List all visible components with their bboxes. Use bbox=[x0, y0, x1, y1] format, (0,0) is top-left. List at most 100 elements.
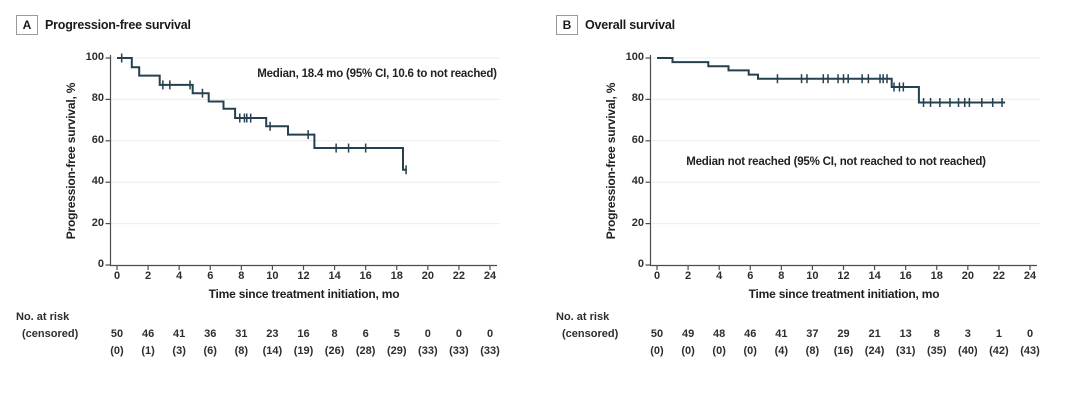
x-tick-label: 6 bbox=[207, 270, 214, 282]
at-risk-count: 0 bbox=[424, 328, 431, 340]
at-risk-count: 23 bbox=[266, 328, 279, 340]
censored-count: (26) bbox=[324, 345, 345, 357]
x-tick-label: 0 bbox=[113, 270, 121, 282]
km-plot bbox=[645, 55, 1040, 270]
censored-count: (29) bbox=[386, 345, 407, 357]
censored-count: (6) bbox=[203, 345, 217, 357]
at-risk-count: 37 bbox=[806, 328, 819, 340]
censored-count: (33) bbox=[449, 345, 469, 357]
at-risk-count: 36 bbox=[204, 328, 217, 340]
panel-progression-free-survival: A Progression-free survival Median, 18.4… bbox=[16, 15, 500, 357]
censored-count: (4) bbox=[774, 345, 789, 357]
at-risk-count: 0 bbox=[486, 328, 494, 340]
risk-table-header-censored: (censored) bbox=[22, 328, 79, 340]
at-risk-count: 29 bbox=[837, 328, 850, 340]
at-risk-count: 0 bbox=[1026, 328, 1034, 340]
censored-count: (31) bbox=[895, 345, 916, 357]
at-risk-count: 16 bbox=[297, 328, 310, 340]
x-axis-title: Time since treatment initiation, mo bbox=[208, 287, 400, 301]
y-tick-label: 100 bbox=[625, 51, 644, 63]
y-tick-label: 40 bbox=[631, 175, 644, 188]
censored-count: (40) bbox=[958, 345, 978, 357]
y-tick-label: 60 bbox=[91, 133, 104, 146]
censored-count: (16) bbox=[833, 345, 854, 357]
x-tick-label: 4 bbox=[176, 270, 183, 282]
median-annotation: Median not reached (95% CI, not reached … bbox=[686, 156, 986, 168]
censored-count: (0) bbox=[681, 345, 695, 357]
censored-count: (3) bbox=[172, 345, 186, 357]
x-tick-label: 20 bbox=[421, 270, 434, 282]
panel-overall-survival: B Overall survival Median not reached (9… bbox=[540, 0, 1080, 400]
panel-letter-badge: B bbox=[556, 15, 578, 35]
x-tick-label: 18 bbox=[930, 270, 943, 282]
x-tick-label: 8 bbox=[238, 270, 245, 282]
x-tick-label: 6 bbox=[747, 270, 754, 282]
panel-header: A Progression-free survival bbox=[16, 15, 191, 35]
x-axis-title: Time since treatment initiation, mo bbox=[748, 287, 940, 301]
at-risk-count: 50 bbox=[110, 328, 124, 340]
censored-count: (0) bbox=[650, 345, 664, 357]
y-tick-label: 80 bbox=[631, 92, 644, 105]
x-tick-label: 14 bbox=[328, 270, 341, 282]
at-risk-count: 3 bbox=[964, 328, 971, 340]
censored-count: (28) bbox=[355, 345, 376, 357]
censored-count: (33) bbox=[480, 345, 500, 357]
at-risk-count: 0 bbox=[455, 328, 462, 340]
censored-count: (33) bbox=[418, 345, 438, 357]
at-risk-count: 46 bbox=[141, 328, 155, 340]
at-risk-count: 41 bbox=[173, 328, 186, 340]
risk-table-header: No. at risk bbox=[556, 311, 610, 323]
risk-table-header: No. at risk bbox=[16, 311, 70, 323]
at-risk-count: 48 bbox=[713, 328, 726, 340]
x-tick-label: 14 bbox=[868, 270, 881, 282]
at-risk-count: 6 bbox=[362, 328, 369, 340]
risk-table-header-censored: (censored) bbox=[562, 328, 619, 340]
censored-count: (0) bbox=[743, 345, 757, 357]
x-tick-label: 20 bbox=[961, 270, 974, 282]
censored-count: (43) bbox=[1020, 345, 1040, 357]
censored-count: (42) bbox=[989, 345, 1009, 357]
y-tick-label: 60 bbox=[631, 133, 644, 146]
x-tick-label: 22 bbox=[452, 270, 466, 282]
x-tick-label: 2 bbox=[145, 270, 152, 282]
x-tick-label: 16 bbox=[899, 270, 912, 282]
x-tick-label: 18 bbox=[390, 270, 403, 282]
x-tick-label: 0 bbox=[653, 270, 661, 282]
censored-count: (24) bbox=[864, 345, 885, 357]
at-risk-count: 5 bbox=[393, 328, 400, 340]
censored-count: (0) bbox=[110, 345, 124, 357]
at-risk-count: 46 bbox=[744, 328, 757, 340]
x-tick-label: 16 bbox=[359, 270, 372, 282]
x-tick-label: 24 bbox=[483, 270, 497, 282]
x-tick-label: 8 bbox=[778, 270, 785, 282]
y-tick-label: 20 bbox=[91, 216, 104, 229]
panel-header: B Overall survival bbox=[556, 15, 675, 35]
km-plot bbox=[105, 53, 500, 270]
x-tick-label: 24 bbox=[1023, 270, 1037, 282]
x-tick-label: 10 bbox=[266, 270, 279, 282]
censored-count: (0) bbox=[712, 345, 726, 357]
y-tick-label: 20 bbox=[631, 216, 644, 229]
censored-count: (35) bbox=[926, 345, 947, 357]
x-tick-label: 12 bbox=[837, 270, 850, 282]
x-tick-label: 4 bbox=[716, 270, 723, 282]
at-risk-count: 31 bbox=[235, 328, 248, 340]
x-tick-label: 22 bbox=[992, 270, 1006, 282]
censored-count: (19) bbox=[293, 345, 314, 357]
km-curve bbox=[117, 57, 407, 171]
km-curve bbox=[657, 57, 1006, 104]
y-tick-label: 0 bbox=[97, 258, 104, 270]
censored-count: (14) bbox=[262, 345, 283, 357]
at-risk-count: 8 bbox=[933, 328, 940, 340]
y-tick-label: 40 bbox=[91, 175, 104, 188]
at-risk-count: 50 bbox=[650, 328, 664, 340]
y-tick-label: 0 bbox=[637, 258, 644, 270]
at-risk-count: 49 bbox=[681, 328, 695, 340]
at-risk-count: 1 bbox=[995, 328, 1002, 340]
x-tick-label: 12 bbox=[297, 270, 310, 282]
y-tick-label: 80 bbox=[91, 92, 104, 105]
x-tick-label: 10 bbox=[806, 270, 819, 282]
panel-letter-badge: A bbox=[16, 15, 38, 35]
median-annotation: Median, 18.4 mo (95% CI, 10.6 to not rea… bbox=[257, 68, 497, 80]
panel-title: Overall survival bbox=[585, 18, 675, 32]
